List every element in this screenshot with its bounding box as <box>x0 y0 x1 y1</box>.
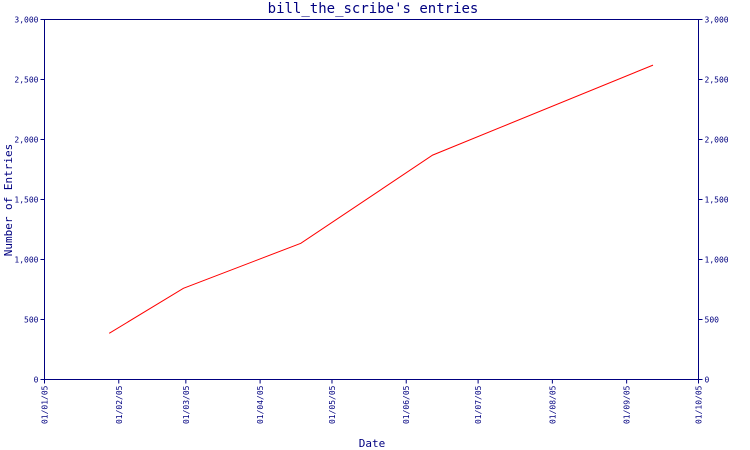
y-tick-label-left: 2,000 <box>14 136 38 145</box>
y-axis-left: 0 500 1,000 1,500 2,000 2,500 3,000 <box>14 16 45 385</box>
y-tick-label-right: 1,500 <box>705 196 729 205</box>
y-axis-label: Number of Entries <box>2 144 15 257</box>
y-tick-label-right: 3,000 <box>705 16 729 25</box>
y-tick-label-right: 500 <box>705 316 720 325</box>
y-tick-label-right: 2,500 <box>705 76 729 85</box>
y-tick-label-left: 1,500 <box>14 196 38 205</box>
x-tick-label: 01/09/05 <box>623 385 632 424</box>
x-tick-label: 01/06/05 <box>402 385 411 424</box>
x-tick-label: 01/01/05 <box>41 385 50 424</box>
x-tick-label: 01/04/05 <box>256 385 265 424</box>
y-tick-label-left: 0 <box>34 376 39 385</box>
y-tick-label-left: 3,000 <box>14 16 38 25</box>
series-line <box>108 64 654 334</box>
x-axis-label: Date <box>359 437 386 450</box>
y-tick-label-left: 1,000 <box>14 256 38 265</box>
y-tick-label-left: 2,500 <box>14 76 38 85</box>
x-tick-label: 01/05/05 <box>328 385 337 424</box>
x-tick-label: 01/03/05 <box>182 385 191 424</box>
series-layer <box>108 64 654 334</box>
x-tick-label: 01/07/05 <box>474 385 483 424</box>
plot-area-frame <box>44 19 699 380</box>
x-tick-label: 01/10/05 <box>695 385 704 424</box>
chart-title: bill_the_scribe's entries <box>268 1 479 17</box>
y-tick-label-right: 2,000 <box>705 136 729 145</box>
x-tick-label: 01/02/05 <box>115 385 124 424</box>
y-axis-right: 0 500 1,000 1,500 2,000 2,500 3,000 <box>698 16 729 385</box>
x-axis: 01/01/05 01/02/05 01/03/05 01/04/05 01/05/05… <box>41 379 704 424</box>
y-tick-label-left: 500 <box>24 316 39 325</box>
x-tick-label: 01/08/05 <box>548 385 557 424</box>
y-tick-label-right: 1,000 <box>705 256 729 265</box>
y-tick-label-right: 0 <box>705 376 710 385</box>
